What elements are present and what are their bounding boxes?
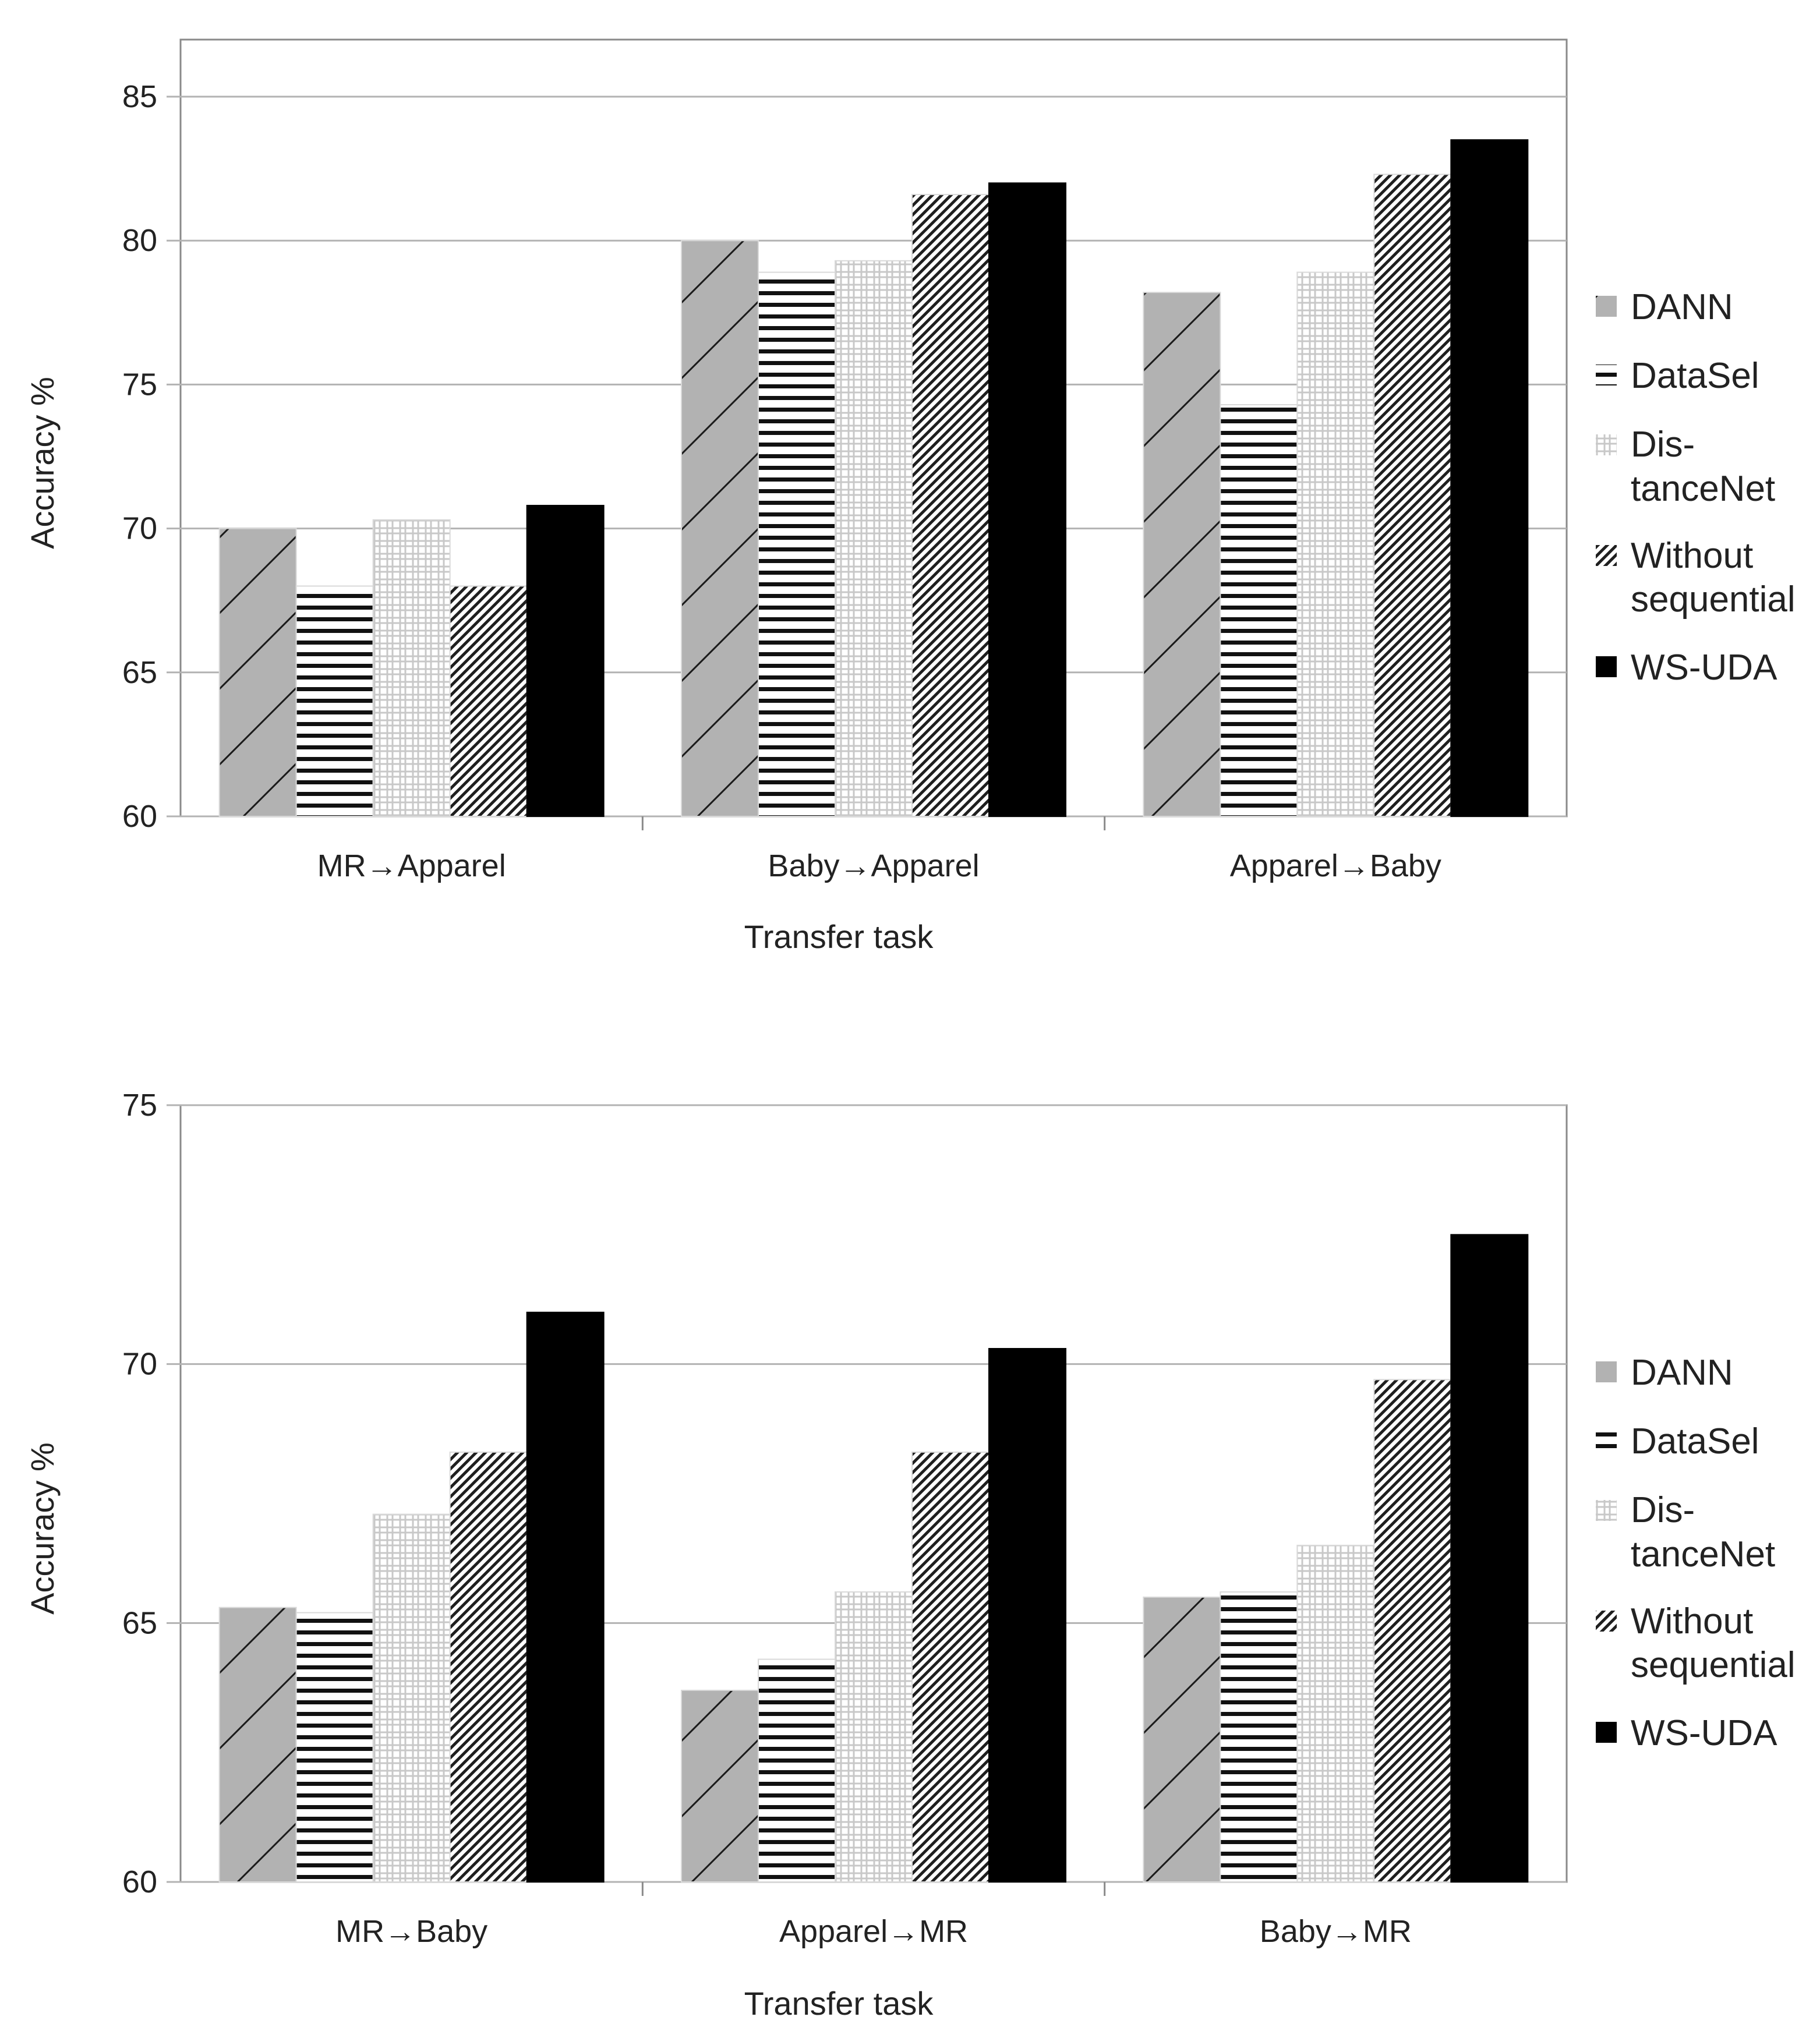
bar-without-sequential — [1373, 1379, 1452, 1883]
bar-wsuda — [1450, 139, 1529, 817]
legend-swatch-datasel — [1596, 365, 1617, 385]
bar-dann — [681, 240, 759, 817]
y-tick-label: 80 — [122, 223, 157, 258]
accuracy-chart-top: 60 65 70 75 80 85 MR→Apparel Baby→Apparel Appare… — [24, 38, 1796, 955]
bar-without-sequential — [1373, 174, 1452, 817]
bar-without-sequential — [449, 1451, 528, 1883]
x-tick-label: Baby→MR — [1260, 1914, 1412, 1949]
bar-distancenet — [835, 1591, 913, 1883]
legend-label-dann: DANN — [1631, 1353, 1733, 1393]
legend-label-distancenet-line1: Dis- — [1631, 1490, 1695, 1530]
y-tick-label: 60 — [122, 1864, 157, 1899]
bar-dann — [1143, 1596, 1221, 1883]
accuracy-chart-bottom: 60 65 70 75 MR→Baby Apparel→MR Baby→MR Transfe… — [24, 1088, 1796, 2022]
bars — [218, 1234, 1529, 1883]
legend-swatch-distancenet — [1596, 1500, 1617, 1521]
legend-swatch-datasel — [1596, 1430, 1617, 1451]
x-tick-label: MR→Baby — [335, 1914, 487, 1949]
bar-dann — [218, 1607, 297, 1883]
legend-swatch-without-sequential — [1596, 1611, 1617, 1632]
bar-distancenet — [1296, 271, 1375, 818]
bar-wsuda — [1450, 1234, 1529, 1883]
bar-distancenet — [835, 260, 913, 818]
legend-swatch-wsuda — [1596, 1722, 1617, 1743]
legend-label-dann: DANN — [1631, 287, 1733, 327]
y-tick-label: 70 — [122, 1347, 157, 1382]
legend-label-datasel: DataSel — [1631, 1421, 1759, 1462]
legend-swatch-wsuda — [1596, 656, 1617, 677]
bar-without-sequential — [911, 1451, 989, 1883]
bar-dann — [218, 528, 297, 817]
bars — [218, 139, 1529, 818]
x-axis-title: Transfer task — [744, 1985, 934, 2022]
legend-label-without-line1: Without — [1631, 536, 1753, 576]
y-tick-label: 75 — [122, 1088, 157, 1123]
legend-label-without-line2: sequential — [1631, 1645, 1796, 1685]
bar-wsuda — [526, 1311, 605, 1883]
bar-datasel — [758, 1658, 836, 1883]
y-tick-label: 70 — [122, 511, 157, 546]
x-tick-label: Apparel→Baby — [1230, 848, 1441, 883]
legend-label-without-line2: sequential — [1631, 579, 1796, 620]
x-axis-title: Transfer task — [744, 918, 934, 955]
y-axis-title: Accuracy % — [24, 377, 61, 549]
bar-distancenet — [1296, 1544, 1375, 1883]
legend-label-datasel: DataSel — [1631, 356, 1759, 396]
legend-swatch-without-sequential — [1596, 545, 1617, 566]
legend-label-wsuda: WS-UDA — [1631, 648, 1777, 688]
legend-swatch-distancenet — [1596, 434, 1617, 455]
x-tick-label: Baby→Apparel — [768, 848, 979, 883]
legend: DANN DataSel Dis- tanceNet Without seque… — [1596, 1353, 1796, 1753]
x-tick-label: MR→Apparel — [317, 848, 506, 883]
legend-label-distancenet-line2: tanceNet — [1631, 1534, 1775, 1575]
bar-wsuda — [526, 505, 605, 817]
legend-swatch-dann — [1596, 1361, 1617, 1382]
bar-without-sequential — [449, 585, 528, 817]
legend-label-distancenet-line1: Dis- — [1631, 424, 1695, 465]
legend-swatch-dann — [1596, 296, 1617, 317]
axis-ticks: 60 65 70 75 80 85 MR→Apparel Baby→Apparel Appare… — [122, 79, 1441, 883]
bar-wsuda — [988, 1347, 1066, 1883]
x-tick-label: Apparel→MR — [779, 1914, 968, 1949]
bar-datasel — [1220, 1591, 1298, 1883]
bar-distancenet — [372, 1513, 451, 1883]
bar-distancenet — [372, 519, 451, 817]
legend: DANN DataSel Dis- tanceNet Without seque… — [1596, 287, 1796, 688]
legend-label-wsuda: WS-UDA — [1631, 1713, 1777, 1753]
bar-datasel — [295, 1612, 374, 1883]
bar-dann — [681, 1689, 759, 1883]
bar-without-sequential — [911, 194, 989, 818]
y-tick-label: 65 — [122, 1605, 157, 1640]
y-tick-label: 65 — [122, 655, 157, 690]
axis-ticks: 60 65 70 75 MR→Baby Apparel→MR Baby→MR — [122, 1088, 1412, 1949]
legend-label-without-line1: Without — [1631, 1601, 1753, 1641]
bar-wsuda — [988, 182, 1066, 818]
y-axis-title: Accuracy % — [24, 1442, 61, 1615]
y-tick-label: 60 — [122, 799, 157, 834]
bar-datasel — [295, 585, 374, 817]
bar-dann — [1143, 292, 1221, 817]
y-tick-label: 85 — [122, 79, 157, 114]
y-tick-label: 75 — [122, 367, 157, 402]
bar-datasel — [1220, 404, 1298, 817]
bar-datasel — [758, 271, 836, 818]
legend-label-distancenet-line2: tanceNet — [1631, 469, 1775, 509]
